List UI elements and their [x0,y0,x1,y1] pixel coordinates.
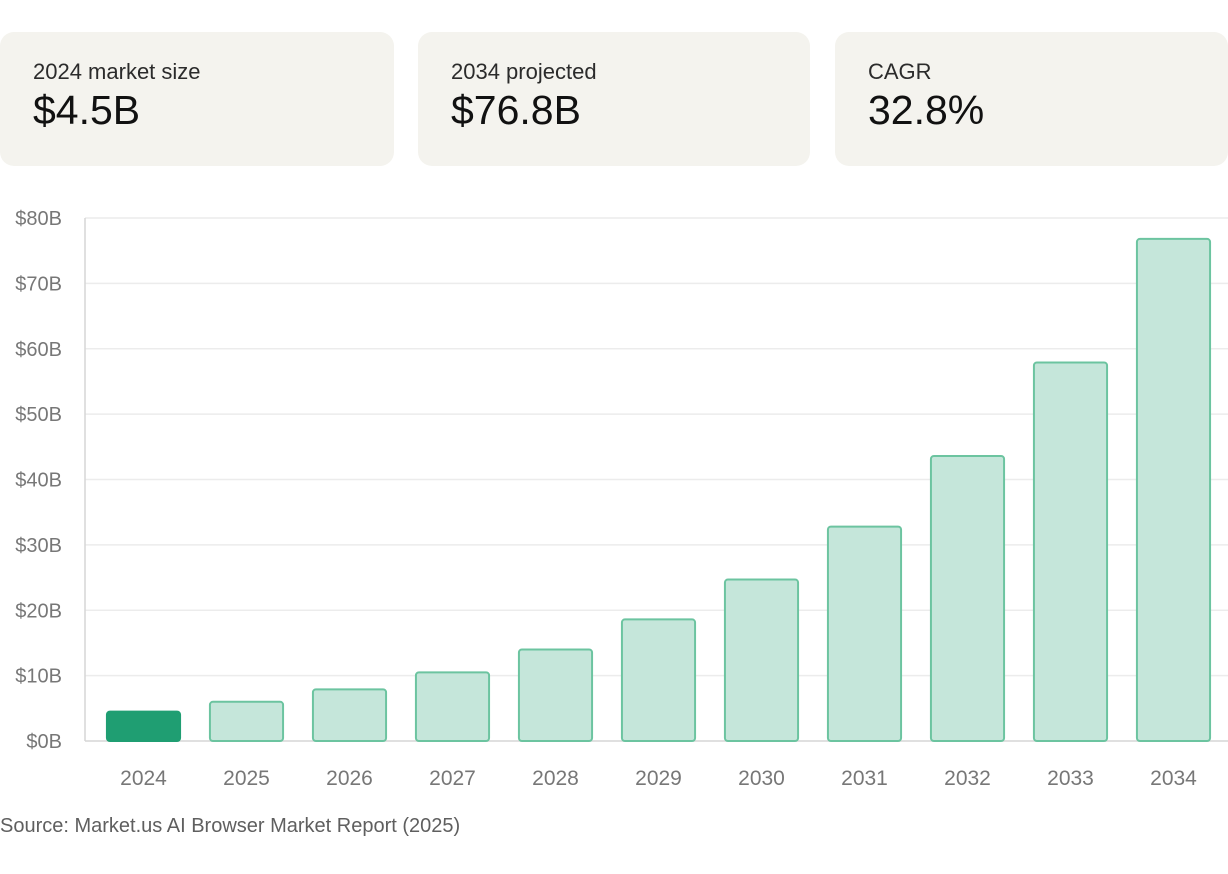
source-note: Source: Market.us AI Browser Market Repo… [0,815,461,837]
y-tick-label: $60B [15,339,62,361]
bar-2025 [208,700,285,742]
bar-2034 [1135,237,1212,742]
y-tick-label: $20B [15,600,62,622]
stat-label: CAGR [868,59,932,84]
y-tick-label: $0B [26,731,62,753]
x-tick-label: 2032 [944,767,991,790]
x-tick-label: 2026 [326,767,373,790]
x-tick-label: 2024 [120,767,167,790]
stat-value: 32.8% [868,87,985,133]
stat-label: 2034 projected [451,59,597,84]
bar-chart: $0B $10B $20B $30B $40B $50B $60B $70B $80B 2024 2… [0,196,1228,796]
stat-card-cagr: CAGR 32.8% [835,32,1228,166]
x-tick-label: 2028 [532,767,579,790]
stat-value: $4.5B [33,87,141,133]
x-tick-label: 2034 [1150,767,1197,790]
stat-cards: 2024 market size $4.5B 2034 projected $7… [0,32,1228,166]
x-tick-label: 2025 [223,767,270,790]
x-tick-label: 2029 [635,767,682,790]
y-tick-label: $80B [15,208,62,230]
x-tick-label: 2033 [1047,767,1094,790]
bar-2032 [929,454,1006,742]
y-tick-label: $40B [15,470,62,492]
stat-card-market-size: 2024 market size $4.5B [0,32,394,166]
x-tick-label: 2031 [841,767,888,790]
stat-label: 2024 market size [33,59,201,84]
bar-2030 [723,578,800,742]
bar-2029 [620,618,697,742]
y-tick-label: $10B [15,666,62,688]
bar-2027 [414,671,491,743]
y-tick-label: $70B [15,273,62,295]
y-tick-label: $50B [15,404,62,426]
chart-svg: $0B $10B $20B $30B $40B $50B $60B $70B $80B 2024 2… [15,208,1228,790]
stat-value: $76.8B [451,87,581,133]
bar-2033 [1032,361,1109,742]
bar-2024 [105,710,182,742]
stat-card-projected: 2034 projected $76.8B [418,32,810,166]
y-tick-label: $30B [15,535,62,557]
bar-2031 [826,525,903,742]
bar-2028 [517,648,594,743]
bar-2026 [311,688,388,743]
x-tick-label: 2027 [429,767,476,790]
x-tick-label: 2030 [738,767,785,790]
